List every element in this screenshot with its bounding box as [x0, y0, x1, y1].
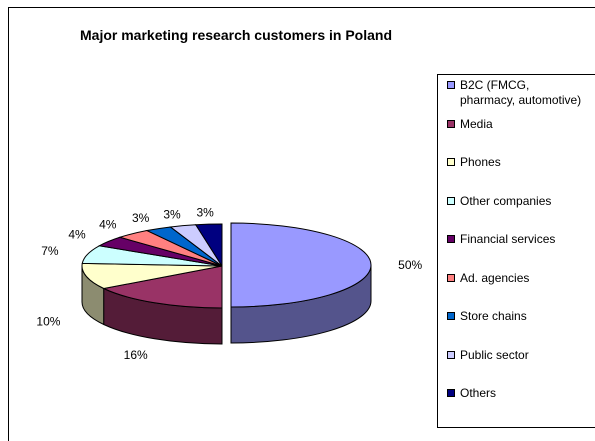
legend-label: Media [460, 116, 493, 131]
chart-frame [8, 7, 595, 441]
legend-label: Public sector [460, 347, 529, 362]
legend-swatch [447, 350, 455, 359]
chart-title: Major marketing research customers in Po… [80, 27, 392, 43]
pie-value-label: 16% [124, 348, 148, 362]
legend-swatch [447, 273, 455, 282]
pie-value-label: 4% [99, 218, 117, 232]
legend-label: Financial services [460, 232, 556, 246]
pie-slice-others [194, 223, 223, 268]
pie-slice-phones [81, 262, 223, 290]
legend-label: Ad. agencies [460, 270, 530, 285]
pie-value-label: 10% [36, 314, 60, 328]
legend-swatch [447, 196, 455, 205]
pie-value-label: 7% [41, 244, 59, 258]
legend-label: B2C (FMCG, pharmacy, automotive) [460, 78, 582, 107]
legend-label: Phones [460, 155, 501, 169]
pie-slice-media [102, 265, 223, 309]
pie-value-label: 3% [163, 207, 181, 221]
pie-value-label: 3% [196, 205, 214, 219]
legend-label: Other companies [460, 193, 552, 208]
legend-label: Store chains [460, 309, 527, 323]
pie-slice-b2c-fmcg-pharmacy-automotive [230, 222, 372, 308]
pie-value-label: 3% [132, 211, 150, 225]
legend-swatch [447, 81, 455, 89]
legend-label: Others [460, 386, 497, 400]
legend: B2C (FMCG, pharmacy, automotive) Media Phon… [437, 74, 595, 428]
legend-swatch [447, 312, 455, 320]
legend-swatch [447, 158, 455, 166]
legend-swatch [447, 119, 455, 128]
pie-value-label: 4% [68, 227, 86, 241]
pie-value-label: 50% [398, 258, 422, 272]
legend-swatch [447, 235, 455, 243]
legend-swatch [447, 389, 455, 397]
